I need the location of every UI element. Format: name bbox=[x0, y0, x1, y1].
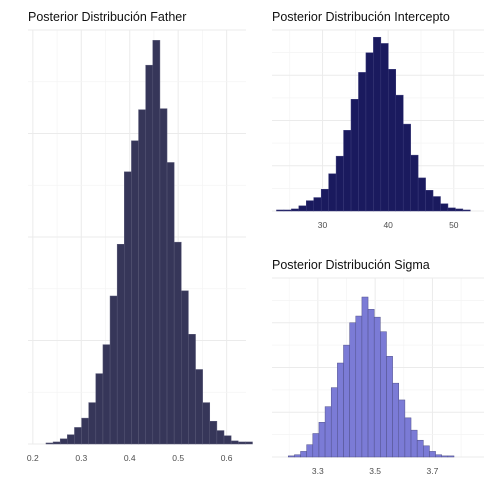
histogram-bar-intercepto bbox=[395, 94, 404, 212]
histogram-bar-father bbox=[152, 40, 161, 445]
histogram-bar-father bbox=[173, 241, 182, 445]
histogram-bar-sigma bbox=[361, 296, 369, 458]
chart-title-father: Posterior Distribución Father bbox=[28, 10, 187, 24]
histogram-bar-sigma bbox=[404, 417, 412, 458]
histogram-bar-intercepto bbox=[306, 200, 314, 212]
histogram-bar-intercepto bbox=[365, 52, 374, 212]
histogram-bar-father bbox=[209, 420, 218, 445]
histogram-bar-intercepto bbox=[447, 207, 456, 212]
x-tick-label-intercepto: 30 bbox=[318, 220, 328, 230]
histogram-bar-father bbox=[81, 417, 89, 445]
histogram-bar-sigma bbox=[337, 362, 344, 458]
histogram-bar-father bbox=[109, 295, 118, 445]
histogram-bar-sigma bbox=[380, 331, 387, 458]
histogram-bar-sigma bbox=[416, 439, 424, 458]
histogram-bar-sigma bbox=[447, 455, 455, 458]
x-tick-label-sigma: 3.7 bbox=[427, 466, 439, 476]
histogram-bar-sigma bbox=[429, 451, 436, 458]
histogram-bar-father bbox=[59, 438, 68, 445]
histogram-bar-intercepto bbox=[440, 203, 449, 212]
histogram-bar-intercepto bbox=[373, 36, 382, 212]
histogram-bar-intercepto bbox=[425, 190, 434, 212]
histogram-bar-father bbox=[216, 430, 225, 445]
histogram-bar-intercepto bbox=[462, 209, 471, 212]
histogram-bar-father bbox=[188, 334, 196, 445]
histogram-bar-father bbox=[116, 243, 125, 445]
chart-title-intercepto: Posterior Distribución Intercepto bbox=[272, 10, 450, 24]
histogram-bar-father bbox=[159, 108, 168, 445]
histogram-bar-intercepto bbox=[417, 177, 426, 212]
histogram-bar-intercepto bbox=[313, 197, 322, 212]
histogram-bar-sigma bbox=[318, 422, 326, 458]
histogram-bar-sigma bbox=[367, 309, 375, 458]
histogram-bar-sigma bbox=[300, 451, 307, 458]
histogram-bar-sigma bbox=[294, 454, 301, 458]
histogram-bar-father bbox=[102, 344, 111, 445]
histogram-bar-father bbox=[145, 64, 154, 445]
histogram-bar-sigma bbox=[373, 316, 381, 458]
x-tick-label-father: 0.6 bbox=[221, 453, 233, 463]
histogram-bar-father bbox=[124, 171, 132, 445]
histogram-bar-sigma bbox=[355, 315, 363, 458]
x-tick-label-sigma: 3.3 bbox=[312, 466, 324, 476]
histogram-bar-sigma bbox=[287, 455, 295, 458]
chart-title-sigma: Posterior Distribución Sigma bbox=[272, 258, 430, 272]
histogram-bar-intercepto bbox=[298, 205, 307, 212]
histogram-bar-father bbox=[181, 290, 189, 445]
histogram-bar-father bbox=[88, 402, 97, 445]
histogram-bar-father bbox=[202, 402, 211, 445]
histogram-bar-sigma bbox=[343, 344, 350, 458]
histogram-bar-intercepto bbox=[291, 208, 300, 212]
histogram-bar-sigma bbox=[312, 433, 320, 458]
histogram-bar-sigma bbox=[306, 444, 314, 458]
histogram-bar-intercepto bbox=[388, 69, 397, 212]
histogram-bar-father bbox=[223, 435, 232, 445]
histogram-bar-intercepto bbox=[358, 72, 367, 212]
histogram-bar-intercepto bbox=[410, 154, 419, 212]
histogram-bar-father bbox=[67, 434, 75, 445]
histogram-bar-sigma bbox=[410, 429, 418, 458]
x-tick-label-father: 0.3 bbox=[75, 453, 87, 463]
histogram-bar-intercepto bbox=[343, 130, 352, 212]
histogram-bar-sigma bbox=[386, 356, 393, 458]
histogram-bar-father bbox=[95, 373, 104, 445]
histogram-bar-intercepto bbox=[328, 173, 337, 212]
histogram-bar-intercepto bbox=[380, 43, 389, 212]
histogram-bar-sigma bbox=[324, 406, 332, 458]
histogram-bar-intercepto bbox=[335, 155, 344, 212]
x-tick-label-father: 0.5 bbox=[172, 453, 184, 463]
histogram-bar-sigma bbox=[441, 455, 449, 458]
histogram-bar-intercepto bbox=[350, 99, 359, 212]
histogram-bar-father bbox=[166, 162, 175, 445]
histogram-bar-sigma bbox=[392, 382, 400, 458]
histogram-bar-father bbox=[195, 369, 203, 445]
x-tick-label-father: 0.2 bbox=[27, 453, 39, 463]
histogram-bar-father bbox=[138, 109, 146, 445]
x-tick-label-sigma: 3.5 bbox=[369, 466, 381, 476]
histogram-bar-father bbox=[52, 441, 61, 445]
histogram-bar-father bbox=[237, 441, 246, 445]
x-tick-label-intercepto: 40 bbox=[383, 220, 393, 230]
histogram-bar-sigma bbox=[435, 454, 442, 458]
histogram-bar-sigma bbox=[330, 387, 338, 458]
histogram-bar-intercepto bbox=[455, 208, 464, 212]
histogram-bar-father bbox=[131, 140, 139, 445]
x-tick-label-intercepto: 50 bbox=[449, 220, 459, 230]
histogram-bar-father bbox=[45, 442, 54, 445]
histogram-bar-intercepto bbox=[283, 209, 292, 212]
histogram-bar-intercepto bbox=[320, 189, 329, 212]
histogram-bar-intercepto bbox=[276, 209, 285, 212]
histogram-bar-father bbox=[74, 427, 82, 445]
histogram-bar-sigma bbox=[349, 322, 357, 458]
histogram-bar-father bbox=[245, 441, 253, 445]
histogram-bar-father bbox=[230, 440, 239, 445]
histogram-bar-sigma bbox=[398, 399, 406, 458]
histogram-bar-sigma bbox=[423, 445, 430, 458]
x-tick-label-father: 0.4 bbox=[124, 453, 136, 463]
histogram-bar-intercepto bbox=[432, 196, 441, 212]
histogram-bar-intercepto bbox=[402, 123, 411, 212]
